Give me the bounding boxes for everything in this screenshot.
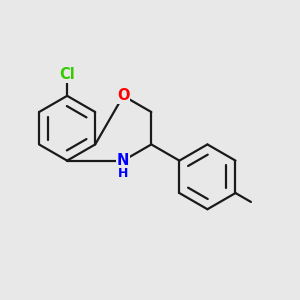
Text: N: N [117, 153, 129, 168]
Text: H: H [118, 167, 128, 180]
Text: O: O [117, 88, 130, 103]
Text: Cl: Cl [59, 67, 75, 82]
